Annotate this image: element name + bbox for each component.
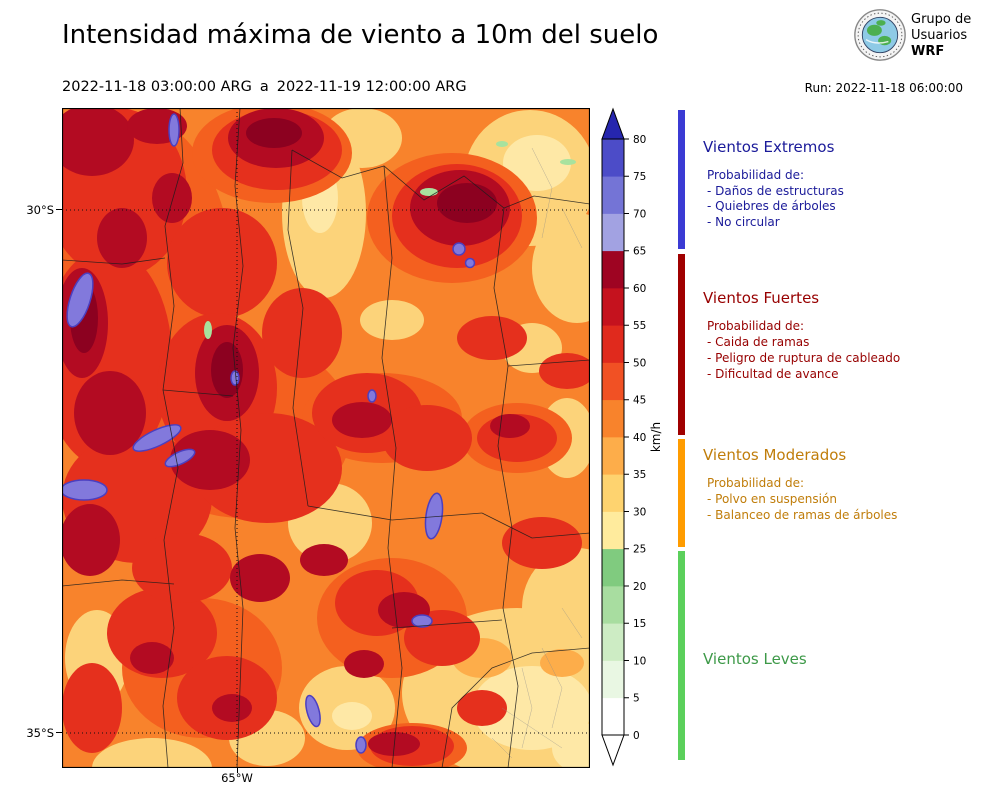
lon-tickmark-65W [237,768,238,773]
svg-text:80: 80 [633,134,646,146]
department-borders [491,147,583,759]
svg-text:65: 65 [633,246,646,258]
legend-body-extremos: Probabilidad de: - Daños de estructuras … [707,168,997,230]
legend-item: - No circular [707,214,780,229]
category-bar-fuertes [678,254,685,435]
period-separator: a [259,79,269,95]
svg-text:70: 70 [633,208,646,220]
svg-text:75: 75 [633,171,646,183]
category-bar-leves [678,551,685,760]
svg-text:0: 0 [633,730,640,742]
legend-item: - Caida de ramas [707,335,810,349]
lon-tick-65W: 65°W [221,771,253,785]
extreme-wind-patches [62,113,476,754]
wind-intensity-map [62,108,590,768]
colorbar-unit-label: km/h [649,421,663,453]
colorbar-over-arrow [601,107,625,140]
forecast-period: 2022-11-18 03:00:00 ARG a 2022-11-19 12:00… [62,79,467,95]
svg-text:50: 50 [633,357,646,369]
graticule-lines [62,108,590,768]
page-title: Intensidad máxima de viento a 10m del su… [62,20,659,50]
legend-prob-label: Probabilidad de: [707,168,805,182]
svg-text:40: 40 [633,432,646,444]
legend-prob-label: Probabilidad de: [707,476,805,490]
legend-item: - Dificultad de avance [707,367,839,381]
svg-text:25: 25 [633,544,646,556]
category-bar-moderados [678,439,685,547]
period-end: 2022-11-19 12:00:00 ARG [276,79,467,95]
legend-item: - Daños de estructuras [707,183,844,198]
svg-text:15: 15 [633,618,646,630]
legend-item: - Balanceo de ramas de árboles [707,508,898,522]
legend-title-extremos: Vientos Extremos [703,138,835,156]
map-frame [62,108,590,768]
lat-tickmark-30S [56,209,62,210]
category-bar-extremos [678,110,685,249]
legend-body-fuertes: Probabilidad de: - Caida de ramas - Peli… [707,318,997,382]
svg-text:30: 30 [633,506,646,518]
province-borders [62,108,590,768]
legend-item: - Peligro de ruptura de cableado [707,351,901,365]
wrf-logo-text: Grupo de Usuarios WRF [911,12,971,60]
svg-text:45: 45 [633,395,646,407]
colorbar-tickmarks [624,138,629,736]
svg-text:60: 60 [633,283,646,295]
very-strong-wind-cores [62,108,530,756]
lat-tickmark-35S [56,732,62,733]
globe-icon [854,9,906,61]
lat-tick-35S: 35°S [26,726,54,740]
legend-title-leves: Vientos Leves [703,650,807,668]
logo-line-1: Grupo de [911,12,972,27]
legend-body-moderados: Probabilidad de: - Polvo en suspensión -… [707,475,997,523]
svg-text:10: 10 [633,655,646,667]
svg-text:20: 20 [633,581,646,593]
legend-item: - Quiebres de árboles [707,199,836,213]
svg-text:5: 5 [633,693,640,705]
logo-line-3: WRF [911,44,945,59]
lat-tick-30S: 30°S [26,203,54,217]
legend-title-fuertes: Vientos Fuertes [703,289,820,307]
colorbar-segments [602,139,624,736]
run-timestamp: Run: 2022-11-18 06:00:00 [804,81,963,95]
colorbar-tick-labels: 0 5 10 15 20 25 30 35 40 45 50 55 60 65 … [633,134,646,742]
colorbar-under-arrow [601,734,625,767]
legend-prob-label: Probabilidad de: [707,319,805,333]
colorbar: 0 5 10 15 20 25 30 35 40 45 50 55 60 65 … [601,107,646,767]
svg-text:55: 55 [633,320,646,332]
logo-line-2: Usuarios [911,28,968,43]
legend-title-moderados: Vientos Moderados [703,446,847,464]
legend-item: - Polvo en suspensión [707,492,837,506]
svg-text:35: 35 [633,469,646,481]
period-start: 2022-11-18 03:00:00 ARG [62,79,252,95]
